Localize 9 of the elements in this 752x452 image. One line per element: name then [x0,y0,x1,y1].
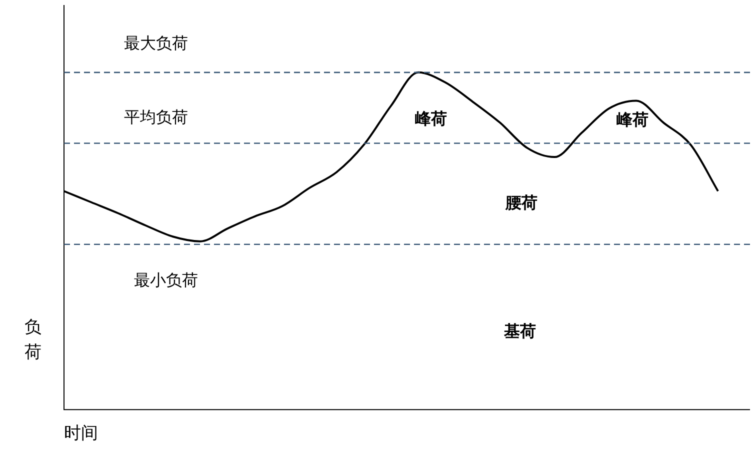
annotation: 峰荷 [415,110,448,128]
annotation: 腰荷 [504,194,538,212]
ref-line-label: 平均负荷 [124,108,188,126]
y-axis-title: 负荷 [24,317,42,362]
ref-line-label: 最小负荷 [134,272,198,290]
annotation: 峰荷 [616,110,649,129]
annotation: 基荷 [503,322,536,340]
x-axis-title: 时间 [64,423,98,442]
ref-line-label: 最大负荷 [124,34,188,53]
